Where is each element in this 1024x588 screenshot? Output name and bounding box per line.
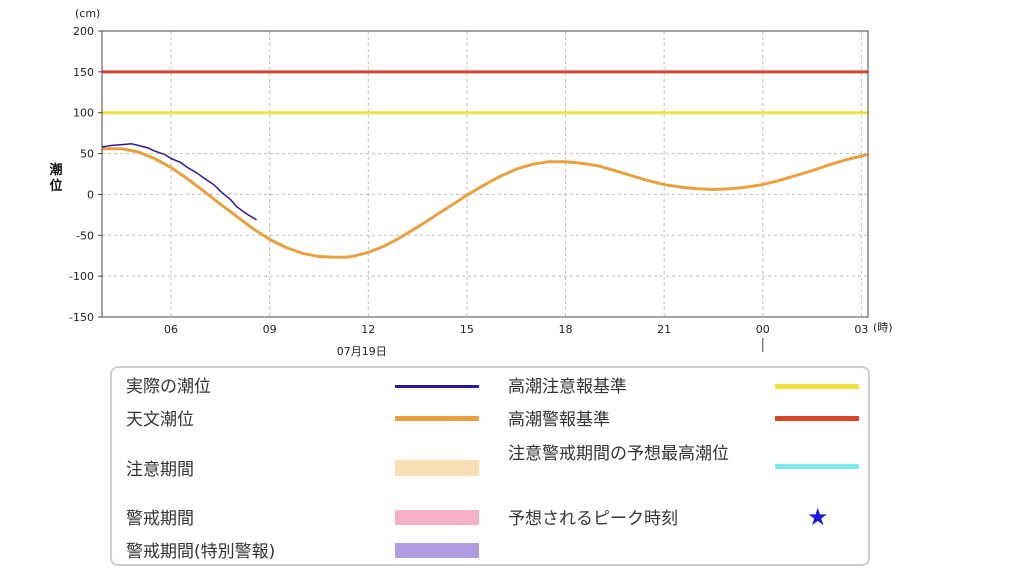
x-tick-label: 18 <box>559 323 573 336</box>
x-tick-label: 15 <box>460 323 474 336</box>
plot-frame <box>101 30 869 318</box>
y-axis-label: 潮位 <box>49 162 62 194</box>
y-tick-label: -50 <box>76 229 94 242</box>
y-axis-ticks: 200 150 100 50 0 -50 -100 -150 <box>69 25 102 324</box>
x-axis-ticks: 06 09 12 15 18 21 00 03 <box>164 323 868 336</box>
astronomical-tide-line <box>102 147 869 259</box>
y-tick-label: 200 <box>73 25 94 38</box>
legend-swatch-astronomical <box>395 416 479 421</box>
y-tick-label: -100 <box>69 270 94 283</box>
series-lines <box>101 143 869 259</box>
legend-label-advisory-level: 高潮注意報基準 <box>508 377 627 397</box>
legend-swatch-predicted-max <box>775 464 859 469</box>
x-axis-unit: (時) <box>873 321 893 334</box>
y-axis-label-char: 潮 <box>49 162 62 178</box>
chart-grid <box>102 30 868 318</box>
legend-swatch-caution-period <box>395 460 479 476</box>
legend-label-actual: 実際の潮位 <box>126 377 211 397</box>
y-tick-label: 150 <box>73 66 94 79</box>
legend-swatch-warning-period <box>395 510 479 525</box>
legend-label-predicted-max: 注意警戒期間の予想最高潮位 <box>508 444 729 464</box>
x-tick-label: 09 <box>263 323 277 336</box>
y-axis-unit: (cm) <box>75 7 100 20</box>
x-tick-label: 00 <box>756 323 770 336</box>
x-tick-label: 03 <box>854 323 868 336</box>
y-tick-label: 0 <box>87 188 94 201</box>
legend-label-astronomical: 天文潮位 <box>126 410 194 430</box>
y-tick-label: 50 <box>80 148 94 161</box>
legend: 実際の潮位 天文潮位 注意期間 警戒期間 警戒期間(特別警報) 高潮注意報基準 … <box>110 366 870 566</box>
legend-label-peak-time: 予想されるピーク時刻 <box>508 509 678 529</box>
legend-label-special-warning-period: 警戒期間(特別警報) <box>126 542 276 562</box>
tide-chart: 200 150 100 50 0 -50 -100 -150 06 09 12 15 18 21 00 03… <box>49 7 893 358</box>
threshold-lines <box>102 70 868 115</box>
legend-swatch-special-warning-period <box>395 543 479 558</box>
legend-swatch-warning-level <box>775 416 859 421</box>
x-tick-label: 06 <box>164 323 178 336</box>
date-label: 07月19日 <box>337 345 387 358</box>
legend-swatch-actual <box>395 385 479 388</box>
star-icon: ★ <box>807 503 829 531</box>
y-axis-label-char: 位 <box>49 178 62 194</box>
x-tick-label: 12 <box>361 323 375 336</box>
legend-label-caution-period: 注意期間 <box>126 460 194 480</box>
y-tick-label: 100 <box>73 107 94 120</box>
actual-tide-line <box>101 143 257 221</box>
x-tick-label: 21 <box>657 323 671 336</box>
legend-swatch-advisory-level <box>775 384 859 389</box>
y-tick-label: -150 <box>69 311 94 324</box>
legend-label-warning-level: 高潮警報基準 <box>508 410 610 430</box>
legend-label-warning-period: 警戒期間 <box>126 509 194 529</box>
